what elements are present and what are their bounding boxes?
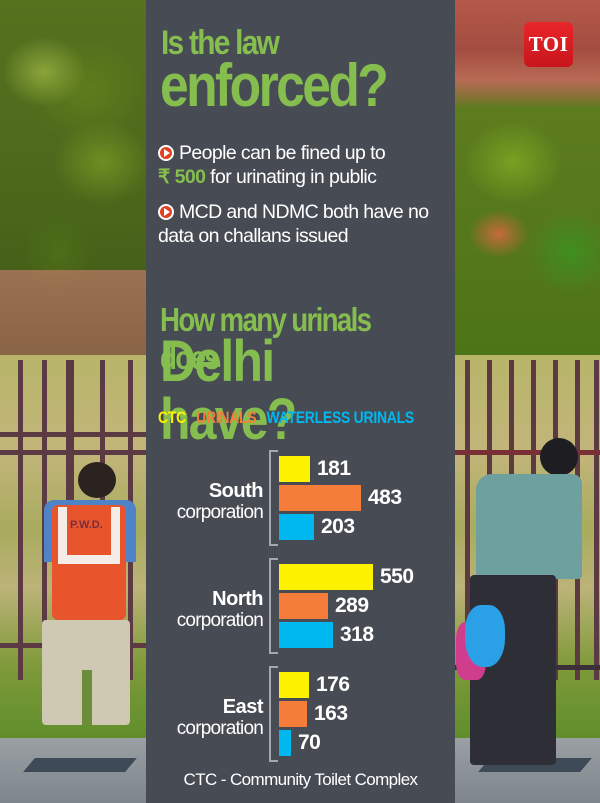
- bar-row-ctc: 176: [279, 672, 350, 698]
- group-bracket: [269, 666, 278, 762]
- bullet-text: People can be fined up to: [179, 142, 386, 164]
- group-name: East: [222, 696, 264, 718]
- fence-bar: [465, 360, 470, 680]
- pavement: [0, 738, 146, 803]
- bar-row-ctc: 181: [279, 456, 351, 482]
- man-shirt: [476, 474, 582, 579]
- group-name: South: [208, 480, 264, 502]
- fence-bar: [594, 360, 599, 680]
- chart-legend: CTC URINALS WATERLESS URINALS: [158, 408, 420, 428]
- group-label: South corporation: [176, 480, 264, 524]
- worker-head: [78, 462, 116, 498]
- blue-bag: [465, 605, 505, 667]
- bar-ctc: [279, 672, 309, 698]
- bullet-fine: People can be fined up to ₹ 500 for urin…: [158, 141, 453, 189]
- leg-gap: [82, 670, 92, 725]
- bar-value: 289: [335, 594, 369, 617]
- fence-rail: [0, 450, 146, 455]
- bar-waterless: [279, 514, 314, 540]
- group-bracket: [269, 450, 278, 546]
- reflective-stripe: [58, 507, 67, 559]
- bar-row-ctc: 550: [279, 564, 414, 590]
- bullet-text: MCD and NDMC both have no data on challa…: [158, 201, 429, 247]
- bar-urinals: [279, 485, 361, 511]
- fence-rail: [455, 450, 600, 455]
- section2-title-line1: How many urinals does: [160, 301, 372, 376]
- bar-value: 550: [380, 565, 414, 588]
- group-sub: corporation: [176, 502, 264, 523]
- bar-waterless: [279, 730, 291, 756]
- bar-row-urinals: 289: [279, 593, 369, 619]
- man-head: [540, 438, 578, 476]
- bullet-challans: MCD and NDMC both have no data on challa…: [158, 200, 453, 248]
- group-bracket: [269, 558, 278, 654]
- vest-text: P.W.D.: [70, 519, 103, 531]
- group-label: North corporation: [176, 588, 264, 632]
- bar-row-urinals: 483: [279, 485, 402, 511]
- reflective-stripe: [111, 507, 120, 559]
- bullet-text: for urinating in public: [205, 166, 377, 188]
- bar-waterless: [279, 622, 333, 648]
- bar-row-waterless: 70: [279, 730, 321, 756]
- footnote: CTC - Community Toilet Complex: [183, 770, 419, 789]
- bar-value: 203: [321, 515, 355, 538]
- group-name: North: [212, 588, 263, 610]
- section1-title-line2: enforced?: [160, 52, 389, 119]
- legend-waterless-urinals: WATERLESS URINALS: [266, 408, 415, 427]
- section2-title-line2: Delhi have?: [160, 329, 297, 452]
- play-circle-icon: [158, 145, 174, 161]
- bar-value: 318: [340, 623, 374, 646]
- toi-logo: TOI: [524, 22, 573, 67]
- bar-row-urinals: 163: [279, 701, 348, 727]
- section1-title-line1: Is the law: [161, 24, 280, 62]
- bar-row-waterless: 318: [279, 622, 374, 648]
- bar-row-waterless: 203: [279, 514, 355, 540]
- group-sub: corporation: [176, 610, 264, 631]
- reflective-stripe: [58, 555, 120, 564]
- bar-ctc: [279, 456, 310, 482]
- bar-urinals: [279, 701, 307, 727]
- red-fort-wall: [0, 270, 146, 355]
- fine-amount: ₹ 500: [158, 166, 206, 188]
- bar-value: 163: [314, 702, 348, 725]
- bar-value: 70: [298, 731, 321, 754]
- play-circle-icon: [158, 204, 174, 220]
- info-panel: Is the law enforced? People can be fined…: [146, 0, 455, 803]
- group-label: East corporation: [176, 696, 264, 740]
- worker-vest: P.W.D.: [52, 505, 126, 620]
- bar-urinals: [279, 593, 328, 619]
- legend-ctc: CTC: [158, 408, 186, 427]
- fence-bar: [18, 360, 23, 680]
- bar-ctc: [279, 564, 373, 590]
- legend-urinals: URINALS: [196, 408, 257, 427]
- group-sub: corporation: [176, 718, 264, 739]
- bar-value: 181: [317, 457, 351, 480]
- fence-rail: [0, 432, 146, 437]
- bar-value: 176: [316, 673, 350, 696]
- bar-value: 483: [368, 486, 402, 509]
